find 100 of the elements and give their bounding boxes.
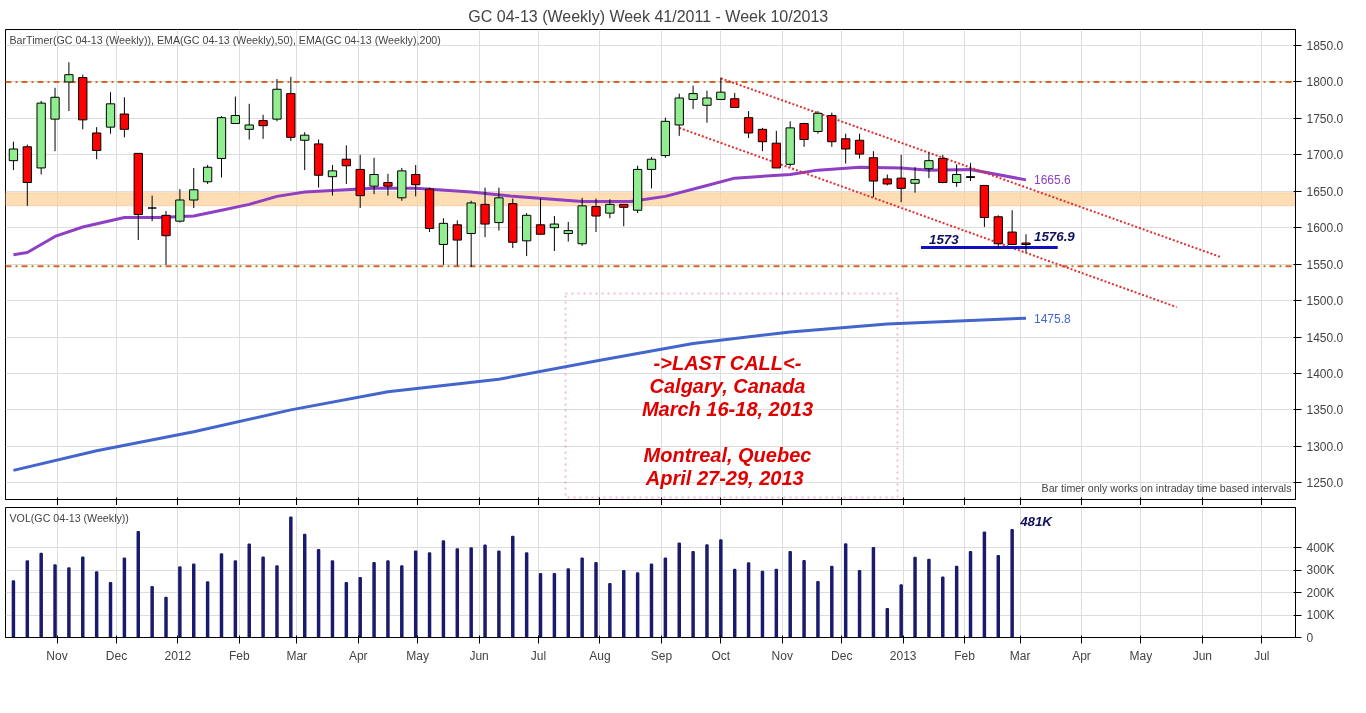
x-tick-label: Feb — [228, 648, 250, 663]
candlestick — [757, 127, 768, 152]
candlestick — [910, 166, 920, 194]
x-tick-label: Apr — [1072, 648, 1091, 663]
annotation: Calgary, Canada — [649, 374, 806, 397]
candlestick — [605, 198, 615, 219]
x-tick-label: Dec — [105, 648, 128, 663]
candlestick — [924, 152, 934, 179]
candlestick — [383, 173, 393, 197]
y-tick-label: 1450.0 — [1306, 330, 1344, 345]
x-tick-label: Nov — [771, 648, 793, 663]
candlestick — [965, 162, 976, 182]
data-label: 1665.6 — [1034, 173, 1072, 188]
x-tick-label: May — [406, 648, 429, 663]
x-tick-label: May — [1129, 648, 1153, 663]
y-tick-label: 1350.0 — [1306, 403, 1344, 418]
candlestick — [716, 77, 726, 100]
candlestick — [147, 195, 157, 222]
x-tick-label: Sep — [650, 648, 673, 663]
candlestick — [369, 157, 379, 195]
candlestick — [619, 203, 629, 227]
x-tick-label: Feb — [954, 648, 976, 663]
candlestick — [896, 154, 906, 203]
candlestick — [91, 126, 102, 160]
candlestick — [411, 164, 421, 197]
y-tick-label: 400K — [1306, 540, 1335, 555]
candlestick — [244, 103, 254, 141]
x-tick-label: Jul — [1254, 648, 1270, 663]
annotation: BarTimer(GC 04-13 (Weekly)), EMA(GC 04-13 (Weekly),50), EMA(GC 04-13 (Weekly),200) — [9, 33, 441, 46]
x-tick-label: Jul — [530, 648, 547, 663]
candlestick — [258, 114, 268, 140]
candlestick — [951, 163, 962, 188]
x-tick-label: 2012 — [164, 648, 192, 663]
candlestick — [161, 210, 171, 266]
x-tick-label: Apr — [348, 648, 368, 663]
annotation: March 16-18, 2013 — [641, 397, 814, 420]
candlestick — [841, 133, 851, 165]
candlestick — [646, 156, 657, 189]
candlestick — [688, 85, 698, 110]
candlestick — [189, 167, 199, 209]
candlestick — [868, 150, 879, 198]
candlestick — [119, 96, 130, 138]
candlestick — [535, 198, 546, 235]
annotation: 1576.9 — [1034, 229, 1076, 245]
y-tick-label: 1700.0 — [1306, 148, 1344, 163]
y-tick-label: 100K — [1306, 608, 1335, 623]
candlestick — [438, 217, 449, 266]
x-tick-label: 2013 — [889, 648, 917, 663]
candlestick — [799, 122, 809, 148]
y-tick-label: 200K — [1306, 585, 1335, 600]
candlestick — [1007, 209, 1017, 246]
x-tick-label: Jun — [469, 648, 489, 663]
y-tick-label: 1300.0 — [1306, 439, 1344, 454]
annotation: 1573 — [928, 231, 960, 247]
candlestick — [702, 90, 712, 124]
x-tick-label: Mar — [286, 648, 308, 663]
candlestick — [300, 131, 310, 171]
candlestick — [202, 164, 213, 185]
annotation: Montreal, Quebec — [643, 443, 812, 466]
candlestick — [480, 187, 490, 238]
chart-title: GC 04-13 (Weekly) Week 41/2011 - Week 10/2013 — [468, 7, 829, 25]
candlestick — [230, 96, 241, 124]
candlestick — [743, 110, 754, 139]
y-tick-label: 1650.0 — [1306, 184, 1344, 199]
candlestick — [64, 61, 74, 112]
x-tick-label: Nov — [46, 648, 68, 663]
annotation: 481K — [1019, 514, 1054, 530]
annotation: Bar timer only works on intraday time based intervals — [1041, 481, 1292, 494]
line-series — [11, 316, 1028, 472]
y-tick-label: 1750.0 — [1306, 111, 1344, 126]
y-tick-label: 1250.0 — [1306, 476, 1344, 491]
candlestick — [1021, 233, 1031, 253]
candlestick — [563, 221, 573, 243]
y-tick-label: 1550.0 — [1306, 257, 1344, 272]
y-tick-label: 300K — [1306, 563, 1335, 578]
x-tick-label: Mar — [1009, 648, 1031, 663]
candlestick — [591, 198, 601, 233]
candlestick — [452, 219, 462, 267]
candlestick — [813, 110, 823, 135]
y-tick-label: 0 — [1306, 630, 1314, 645]
candlestick — [327, 164, 338, 197]
x-tick-label: Oct — [711, 648, 731, 663]
x-tick-label: Aug — [589, 648, 611, 663]
x-tick-label: Dec — [831, 648, 853, 663]
y-tick-label: 1400.0 — [1306, 366, 1344, 381]
candlestick — [175, 188, 185, 224]
candlestick — [854, 133, 865, 159]
candlestick — [549, 215, 560, 252]
annotation: ->LAST CALL<- — [653, 351, 802, 374]
y-tick-label: 1800.0 — [1306, 75, 1344, 90]
candlestick — [105, 91, 116, 135]
x-tick-label: Jun — [1192, 648, 1213, 663]
y-tick-label: 1850.0 — [1306, 39, 1344, 54]
candlestick — [8, 141, 19, 171]
candlestick — [341, 144, 351, 185]
data-label: 1475.8 — [1034, 311, 1072, 326]
y-tick-label: 1600.0 — [1306, 221, 1344, 236]
annotation: April 27-29, 2013 — [644, 466, 804, 489]
candlestick — [50, 87, 60, 152]
chart-title: VOL(GC 04-13 (Weekly)) — [9, 511, 129, 524]
